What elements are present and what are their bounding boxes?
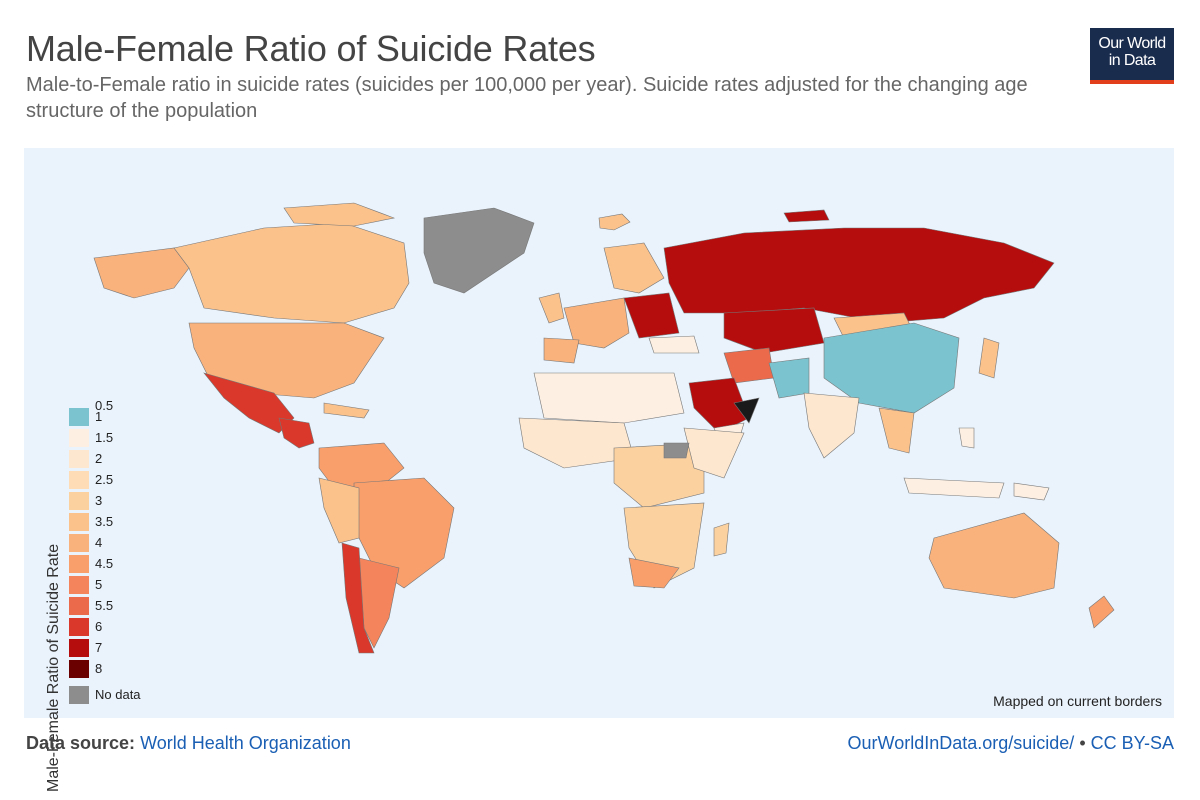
region-east-africa[interactable] xyxy=(683,427,745,479)
region-southeast-asia[interactable] xyxy=(878,407,915,454)
legend-swatch xyxy=(69,660,89,678)
legend-label: 6 xyxy=(95,619,103,634)
legend-swatch xyxy=(69,555,89,573)
data-source-link[interactable]: World Health Organization xyxy=(140,733,351,753)
data-source-label: Data source: xyxy=(26,733,136,753)
legend-label: 3 xyxy=(95,493,103,508)
region-central-asia[interactable] xyxy=(723,307,825,354)
legend-swatch xyxy=(69,534,89,552)
separator: • xyxy=(1074,733,1091,753)
region-madagascar[interactable] xyxy=(713,522,730,557)
region-iceland[interactable] xyxy=(598,213,631,231)
region-iran[interactable] xyxy=(723,347,775,384)
legend-swatch xyxy=(69,576,89,594)
legend-swatch xyxy=(69,408,89,426)
legend-swatch xyxy=(69,686,89,704)
owid-logo[interactable]: Our World in Data xyxy=(1090,28,1174,84)
region-uk-ireland[interactable] xyxy=(538,292,565,324)
legend-axis-label: Male-Female Ratio of Suicide Rate xyxy=(45,543,62,792)
region-central-america[interactable] xyxy=(278,417,315,449)
map-note: Mapped on current borders xyxy=(993,693,1162,709)
region-pakistan[interactable] xyxy=(768,357,810,399)
logo-line-1: Our World xyxy=(1098,35,1166,52)
region-north-africa[interactable] xyxy=(533,372,685,424)
data-source: Data source: World Health Organization xyxy=(26,733,351,754)
region-indonesia[interactable] xyxy=(903,477,1005,499)
legend-swatch xyxy=(69,450,89,468)
legend-label: 5.5 xyxy=(95,598,114,613)
world-map[interactable]: Male-Female Ratio of Suicide Rate 0.5 1 … xyxy=(24,148,1174,792)
region-west-africa[interactable] xyxy=(518,417,635,469)
legend-label: 3.5 xyxy=(95,514,114,529)
region-western-europe[interactable] xyxy=(563,297,630,349)
legend-label: 0.5 xyxy=(95,398,114,413)
footer-links: OurWorldInData.org/suicide/ • CC BY-SA xyxy=(848,733,1174,754)
legend-label: 4 xyxy=(95,535,103,550)
region-oman[interactable] xyxy=(733,397,760,424)
region-eastern-europe[interactable] xyxy=(623,292,680,339)
region-arctic-russia[interactable] xyxy=(783,209,830,223)
region-philippines[interactable] xyxy=(958,427,975,449)
region-russia[interactable] xyxy=(663,227,1055,324)
region-mexico[interactable] xyxy=(203,372,295,434)
legend-label: 4.5 xyxy=(95,556,114,571)
legend-label: 2 xyxy=(95,451,103,466)
region-canada[interactable] xyxy=(173,222,410,324)
legend-label: 1 xyxy=(95,409,103,424)
chart-title: Male-Female Ratio of Suicide Rates xyxy=(26,28,596,69)
legend-swatch xyxy=(69,597,89,615)
region-alaska[interactable] xyxy=(93,247,190,299)
region-usa[interactable] xyxy=(188,322,385,399)
region-india[interactable] xyxy=(803,392,860,459)
legend-swatch xyxy=(69,492,89,510)
legend-swatch xyxy=(69,429,89,447)
logo-line-2: in Data xyxy=(1108,52,1156,69)
region-papua-new-guinea[interactable] xyxy=(1013,482,1050,501)
region-turkey[interactable] xyxy=(648,335,700,354)
legend-label: 5 xyxy=(95,577,103,592)
legend-swatch xyxy=(69,471,89,489)
region-chile[interactable] xyxy=(341,542,375,654)
legend-label: 1.5 xyxy=(95,430,114,445)
region-scandinavia[interactable] xyxy=(603,242,665,294)
region-south-sudan[interactable] xyxy=(663,442,690,459)
region-china[interactable] xyxy=(823,322,960,414)
region-greenland[interactable] xyxy=(423,207,535,294)
legend-label: 7 xyxy=(95,640,103,655)
region-japan[interactable] xyxy=(978,337,1000,379)
region-arctic-islands[interactable] xyxy=(283,202,396,227)
legend-swatch xyxy=(69,513,89,531)
region-iberia[interactable] xyxy=(543,337,580,364)
legend-swatch xyxy=(69,618,89,636)
license-link[interactable]: CC BY-SA xyxy=(1090,733,1174,753)
region-new-zealand[interactable] xyxy=(1088,595,1115,629)
region-australia[interactable] xyxy=(928,512,1060,599)
region-south-africa[interactable] xyxy=(628,557,680,589)
legend-label: 8 xyxy=(95,661,103,676)
legend-label: No data xyxy=(95,687,141,702)
chart-subtitle: Male-to-Female ratio in suicide rates (s… xyxy=(26,74,1028,122)
world-map-svg[interactable] xyxy=(24,148,1174,718)
url-link[interactable]: OurWorldInData.org/suicide/ xyxy=(847,733,1075,753)
legend-label: 2.5 xyxy=(95,472,114,487)
legend-swatch xyxy=(69,639,89,657)
region-caribbean[interactable] xyxy=(323,402,370,419)
region-peru-bolivia[interactable] xyxy=(318,477,360,544)
